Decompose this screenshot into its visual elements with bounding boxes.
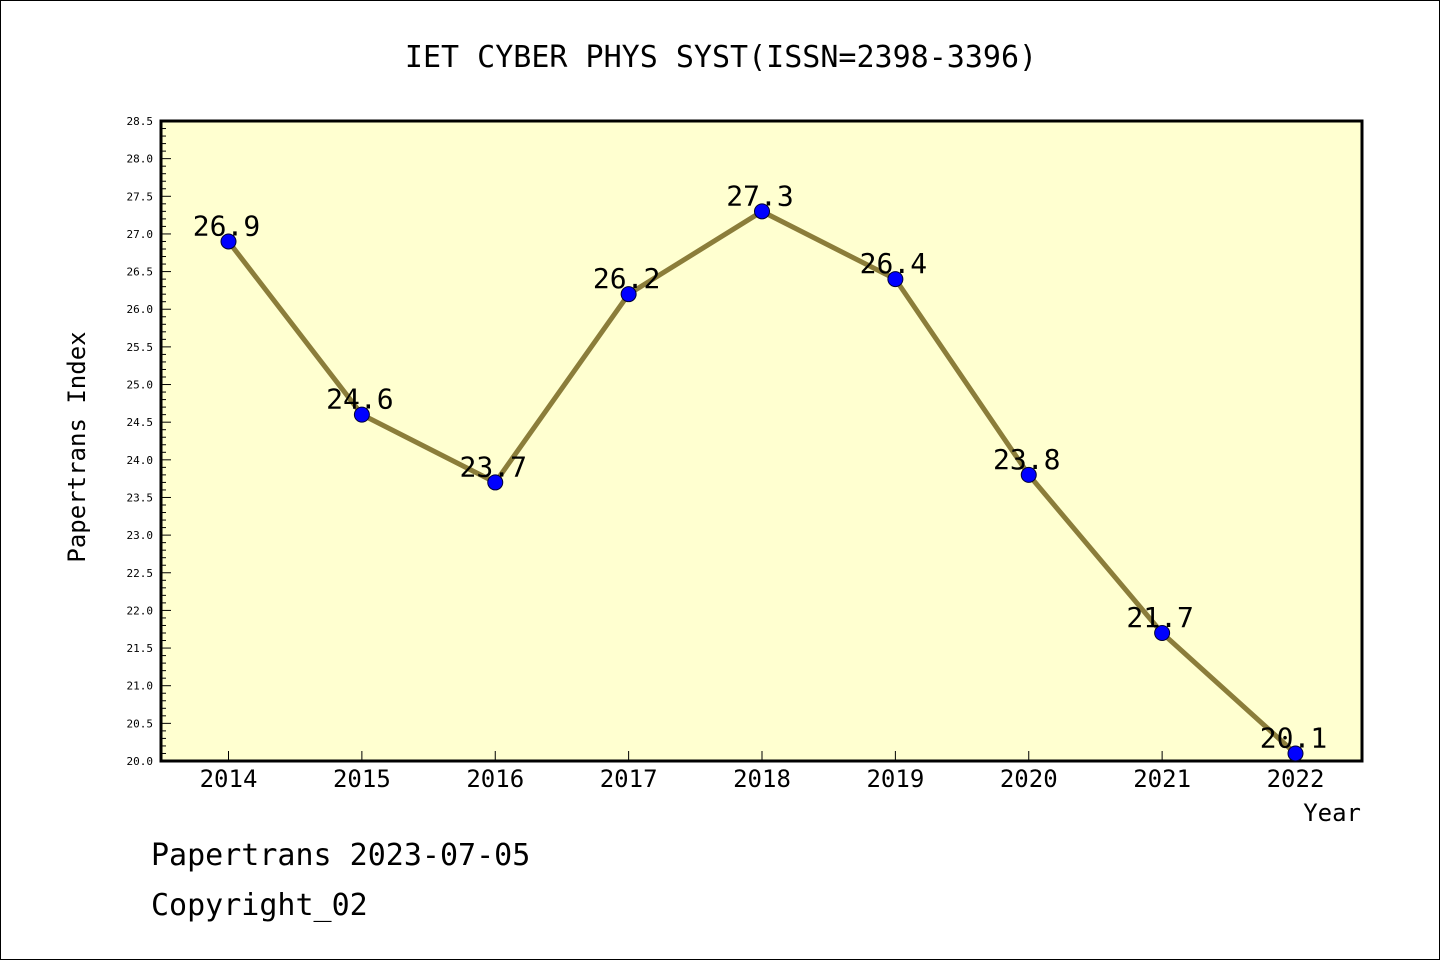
data-point	[220, 233, 237, 250]
plot-area	[159, 119, 1364, 763]
data-point	[353, 406, 370, 423]
x-tick-label: 2019	[866, 765, 924, 793]
y-tick-label: 25.5	[127, 341, 154, 354]
data-label: 27.3	[726, 179, 793, 212]
x-axis: 2014 2015 2016 2017 2018 2019 2020 2021 2022	[200, 751, 1325, 793]
y-tick-label: 28.5	[127, 115, 154, 128]
y-tick-label: 26.5	[127, 266, 154, 279]
x-tick-label: 2015	[333, 765, 391, 793]
x-tick-label: 2018	[733, 765, 791, 793]
y-tick-label: 21.0	[127, 680, 154, 693]
data-point	[754, 203, 770, 220]
x-tick-label: 2021	[1133, 765, 1191, 793]
data-point	[1020, 466, 1037, 483]
data-label: 23.7	[460, 450, 527, 483]
data-point	[620, 286, 637, 303]
y-axis: 20.0 20.5 21.0 21.5 22.0 22.5 23.0 23.5 24.0 24.5…	[127, 115, 171, 768]
footer-copyright: Copyright_02	[151, 888, 368, 923]
y-tick-label: 25.0	[127, 379, 154, 392]
y-tick-label: 20.0	[127, 755, 154, 768]
series-layer	[220, 203, 1304, 762]
data-label: 26.9	[193, 209, 260, 242]
data-point	[1154, 625, 1171, 641]
data-point	[887, 271, 904, 288]
y-tick-label: 27.5	[127, 190, 154, 203]
y-tick-label: 20.5	[127, 717, 154, 730]
x-tick-label: 2014	[200, 765, 258, 793]
y-tick-label: 28.0	[127, 153, 154, 166]
y-tick-label: 22.5	[127, 567, 154, 580]
x-tick-label: 2020	[1000, 765, 1058, 793]
data-label: 21.7	[1126, 601, 1193, 634]
footer-date: Papertrans 2023-07-05	[151, 838, 530, 873]
x-axis-label: Year	[1303, 799, 1361, 827]
x-tick-label: 2022	[1267, 765, 1325, 793]
data-label: 24.6	[326, 383, 393, 416]
y-tick-label: 21.5	[127, 642, 154, 655]
data-label: 26.4	[860, 247, 927, 280]
y-tick-label: 26.0	[127, 303, 154, 316]
chart-title: IET CYBER PHYS SYST(ISSN=2398-3396)	[405, 40, 1037, 75]
x-tick-label: 2016	[466, 765, 524, 793]
y-tick-label: 24.0	[127, 454, 154, 467]
y-tick-label: 23.5	[127, 491, 154, 504]
data-labels: 26.9 24.6 23.7 26.2 27.3 26.4 23.8 21.7 20.1	[193, 179, 1327, 754]
data-point	[487, 474, 504, 491]
x-tick-label: 2017	[600, 765, 658, 793]
data-label: 20.1	[1260, 721, 1327, 754]
data-point	[1287, 745, 1304, 762]
y-axis-label: Papertrans Index	[63, 331, 91, 562]
y-tick-label: 23.0	[127, 529, 154, 542]
y-tick-label: 27.0	[127, 228, 154, 241]
data-label: 26.2	[593, 262, 660, 295]
y-tick-label: 22.0	[127, 604, 154, 617]
data-label: 23.8	[993, 443, 1060, 476]
y-tick-label: 24.5	[127, 416, 154, 429]
